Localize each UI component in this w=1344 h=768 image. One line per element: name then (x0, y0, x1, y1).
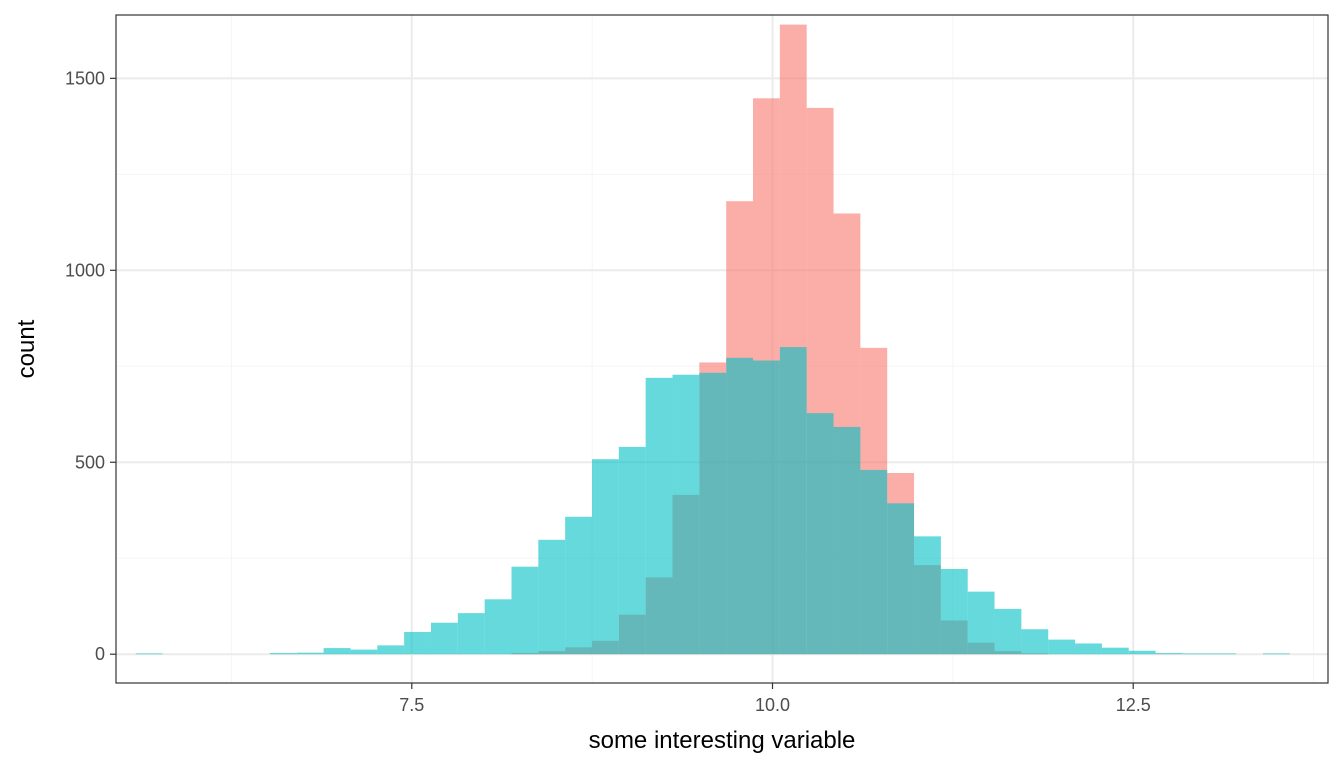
series-b-bar (1262, 653, 1290, 655)
series-b-bar (457, 613, 485, 655)
series-b-bar (404, 631, 431, 655)
axes: 7.5 10.0 12.5 0 500 1000 1500 (65, 68, 1151, 715)
series-b-bar (806, 413, 834, 655)
series-b-bar (967, 591, 995, 655)
series-b-bar (1128, 650, 1156, 655)
series-b-bar (914, 536, 941, 655)
series-b-bar (699, 372, 727, 655)
series-b-bar (269, 653, 297, 655)
series-b-bar (135, 653, 163, 655)
series-b-bar (323, 648, 351, 655)
series-b-bar (887, 503, 915, 655)
series-b-bar (591, 459, 619, 655)
series-b-bar (1021, 629, 1049, 655)
series-b-bar (1048, 639, 1076, 655)
series-b-bar (940, 568, 968, 655)
x-tick-label: 12.5 (1116, 695, 1151, 715)
x-tick-label: 7.5 (399, 695, 424, 715)
series-b-bar (1075, 643, 1102, 655)
series-b-bar (1101, 647, 1129, 655)
series-b-bar (860, 469, 888, 655)
series-b-bar (511, 566, 539, 655)
series-b-bar (645, 377, 673, 655)
series-b-bars (135, 347, 1290, 655)
series-b-bar (753, 360, 780, 655)
series-b-bar (779, 347, 807, 655)
y-axis-title: count (13, 319, 40, 378)
y-tick-label: 500 (75, 452, 105, 472)
series-b-bar (565, 516, 592, 655)
y-tick-label: 1000 (65, 260, 105, 280)
y-tick-label: 0 (95, 644, 105, 664)
series-b-bar (430, 622, 458, 655)
series-b-bar (618, 446, 646, 655)
series-b-bar (350, 649, 378, 655)
panel-border (115, 14, 1329, 684)
series-b-bar (1155, 653, 1183, 655)
x-axis-title: some interesting variable (589, 727, 856, 754)
x-tick-label: 10.0 (755, 695, 790, 715)
series-b-bar (484, 599, 512, 655)
series-b-bar (672, 374, 700, 655)
series-b-bar (538, 539, 566, 655)
series-b-bar (1209, 653, 1237, 655)
series-b-bar (1182, 653, 1210, 655)
series-b-bar (994, 608, 1022, 655)
series-b-bar (833, 426, 861, 655)
y-tick-label: 1500 (65, 68, 105, 88)
series-b-bar (377, 645, 405, 655)
series-b-bar (296, 652, 324, 655)
series-b-bar (726, 357, 754, 655)
